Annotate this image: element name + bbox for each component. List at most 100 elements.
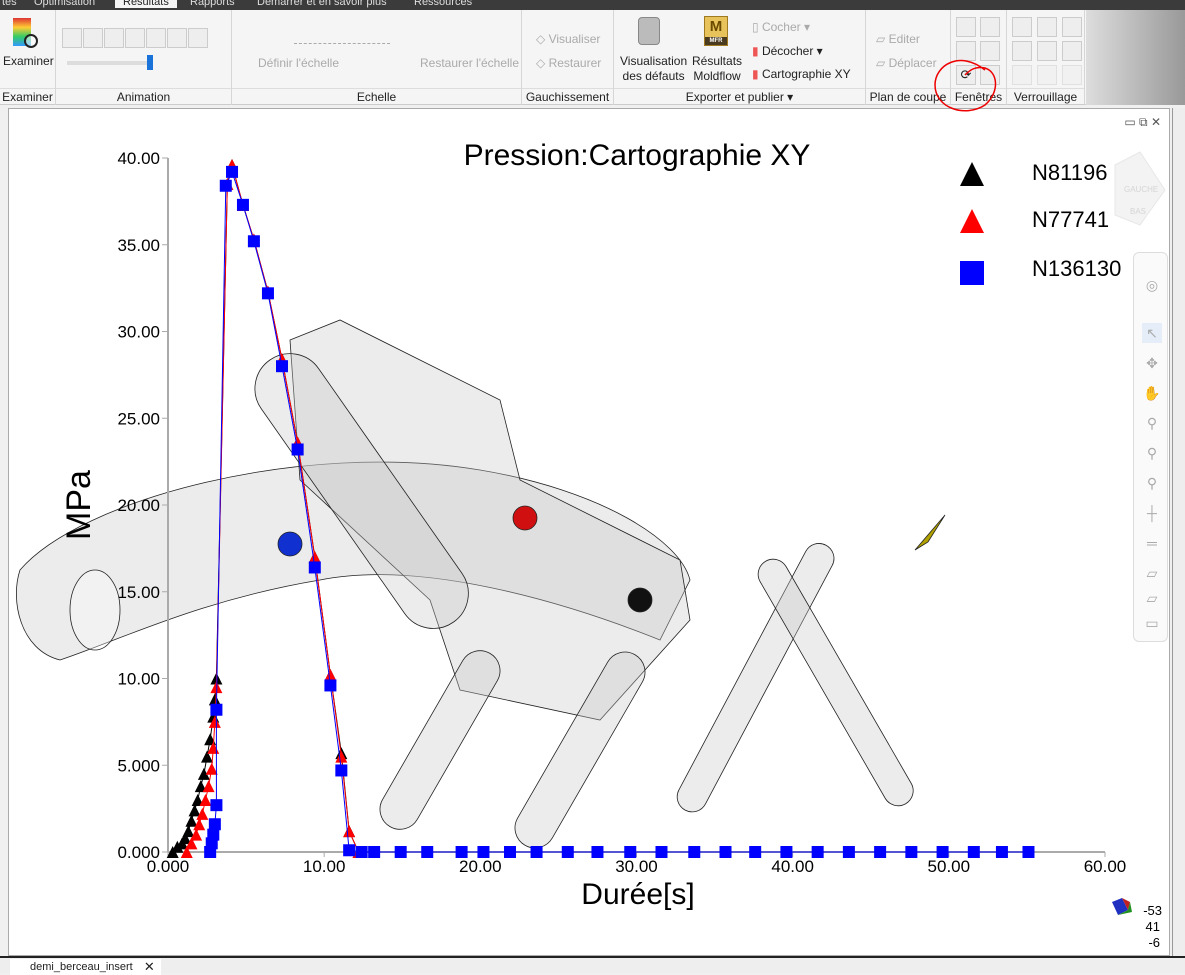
group-label-exporter[interactable]: Exporter et publier ▾	[614, 88, 865, 105]
navcube-label: BAS	[1130, 207, 1146, 216]
decocher-button[interactable]: ▮ Décocher ▾	[752, 44, 823, 58]
legend-label: N81196	[1032, 160, 1107, 185]
split-top-icon[interactable]	[980, 41, 1000, 61]
pause-icon[interactable]	[125, 28, 145, 48]
data-point-N136130	[455, 846, 468, 858]
data-point-N136130	[561, 846, 574, 858]
split-four-icon[interactable]	[980, 17, 1000, 37]
lock-all-scale-icon[interactable]	[1037, 41, 1057, 61]
defects-icon	[638, 17, 660, 45]
data-point-N136130	[421, 846, 434, 858]
editer-button[interactable]: ▱ Editer	[876, 32, 920, 46]
close-icon[interactable]: ✕	[1150, 115, 1161, 129]
restore-scale-button[interactable]: Restaurer l'échelle	[420, 56, 520, 70]
select-pointer-icon[interactable]: ↖	[1142, 323, 1162, 343]
data-point-N136130	[394, 846, 407, 858]
cocher-button[interactable]: ▯ Cocher ▾	[752, 20, 810, 34]
ribbon-empty-area	[1086, 10, 1185, 105]
unlock-scale-icon[interactable]	[1037, 65, 1057, 85]
chart-marks	[166, 158, 1035, 858]
x-axis-label: Durée[s]	[581, 878, 694, 911]
y-tick-label: 25.00	[117, 409, 160, 428]
data-point-N136130	[207, 828, 220, 841]
y-tick-label: 10.00	[117, 670, 160, 689]
ribbon: Examiner Examiner Animation Définir l'éc…	[0, 10, 1185, 105]
animation-slider[interactable]	[67, 55, 153, 70]
data-point-N136130	[749, 846, 762, 858]
data-point-N136130	[247, 235, 260, 248]
group-plan-de-coupe: ▱ Editer ▱ Déplacer Plan de coupe	[866, 10, 951, 105]
cartographie-xy-button[interactable]: ▮ Cartographie XY	[752, 67, 851, 81]
lock-view-icon[interactable]	[1012, 17, 1032, 37]
close-tab-icon[interactable]: ✕	[143, 959, 155, 974]
last-frame-icon[interactable]	[83, 28, 103, 48]
model-pipe-3	[379, 650, 501, 830]
data-point-N81196	[185, 814, 198, 827]
steering-wheel-icon[interactable]: ◎	[1145, 277, 1159, 293]
minimize-icon[interactable]: ▭	[1124, 115, 1136, 129]
y-tick-label: 15.00	[117, 583, 160, 602]
loop-icon[interactable]	[167, 28, 187, 48]
triad-value: 41	[1146, 919, 1160, 934]
document-tab-bar: demi_berceau_insert ✕	[0, 956, 1185, 975]
y-tick-label: 40.00	[117, 149, 160, 168]
move-plane-icon[interactable]: ▱	[1146, 590, 1158, 606]
data-point-N136130	[842, 846, 855, 858]
tab-rapports[interactable]: Rapports	[190, 0, 235, 8]
data-point-N81196	[201, 750, 214, 763]
legend: N81196 N77741 N136130	[960, 160, 1121, 285]
data-point-N81196	[194, 780, 207, 793]
tab-optimisation[interactable]: Optimisation	[34, 0, 96, 8]
zoom-icon[interactable]: ⚲	[1146, 415, 1158, 431]
tab-resultats[interactable]: Résultats	[115, 0, 177, 8]
data-point-N77741	[202, 780, 215, 793]
deplacer-button[interactable]: ▱ Déplacer	[876, 56, 937, 70]
data-point-N136130	[905, 846, 918, 858]
unlock-views-icon[interactable]	[1012, 65, 1032, 85]
data-point-N77741	[193, 818, 206, 831]
measure-icon[interactable]: ═	[1147, 535, 1157, 551]
data-point-N136130	[719, 846, 732, 858]
unlock-rotate-icon[interactable]	[1062, 65, 1082, 85]
group-label: Gauchissement	[522, 88, 613, 105]
lock-all-rotate-icon[interactable]	[1062, 41, 1082, 61]
data-point-N136130	[355, 846, 368, 858]
data-point-N136130	[335, 764, 348, 777]
data-point-N77741	[343, 825, 356, 838]
x-tick-label: 50.00	[928, 857, 971, 876]
data-point-N136130	[477, 846, 490, 858]
mfr-icon: M MFR	[704, 16, 728, 46]
snapshot-icon[interactable]: ▭	[1145, 615, 1159, 631]
tab-demarrer[interactable]: Démarrer et en savoir plus	[257, 0, 387, 8]
model-upper-block	[289, 319, 691, 721]
tab-ressources[interactable]: Ressources	[414, 0, 473, 8]
cut-plane-icon[interactable]: ▱	[1146, 565, 1158, 581]
lock-rotate-icon[interactable]	[1062, 17, 1082, 37]
play-icon[interactable]	[104, 28, 124, 48]
slider-thumb[interactable]	[147, 55, 153, 70]
zoom-extents-icon[interactable]: ⚲	[1146, 475, 1158, 491]
view-cube[interactable]: GAUCHE BAS	[1114, 151, 1166, 226]
scale-range-slider[interactable]	[294, 34, 390, 44]
define-scale-button[interactable]: Définir l'échelle	[258, 56, 339, 70]
data-point-N81196	[191, 793, 204, 806]
bounce-icon[interactable]	[188, 28, 208, 48]
lock-all-views-icon[interactable]	[1012, 41, 1032, 61]
zoom-window-icon[interactable]: ⚲	[1146, 445, 1158, 461]
restore-icon[interactable]: ⧉	[1139, 115, 1148, 129]
visualiser-button[interactable]: ◇ Visualiser	[536, 32, 601, 46]
lock-scale-icon[interactable]	[1037, 17, 1057, 37]
center-icon[interactable]: ┼	[1147, 505, 1157, 521]
x-tick-label: 60.00	[1084, 857, 1127, 876]
tab-partial[interactable]: tes	[2, 0, 17, 8]
split-horizontal-icon[interactable]	[956, 17, 976, 37]
orbit-icon[interactable]: ✥	[1146, 355, 1158, 371]
first-frame-icon[interactable]	[62, 28, 82, 48]
pan-hand-icon[interactable]: ✋	[1143, 385, 1161, 401]
chart-title: Pression:Cartographie XY	[464, 139, 811, 172]
stop-icon[interactable]	[146, 28, 166, 48]
document-tab[interactable]: demi_berceau_insert ✕	[10, 959, 161, 975]
data-point-N136130	[208, 818, 221, 831]
legend-label: N77741	[1032, 207, 1109, 232]
restaurer-button[interactable]: ◇ Restaurer	[536, 56, 602, 70]
